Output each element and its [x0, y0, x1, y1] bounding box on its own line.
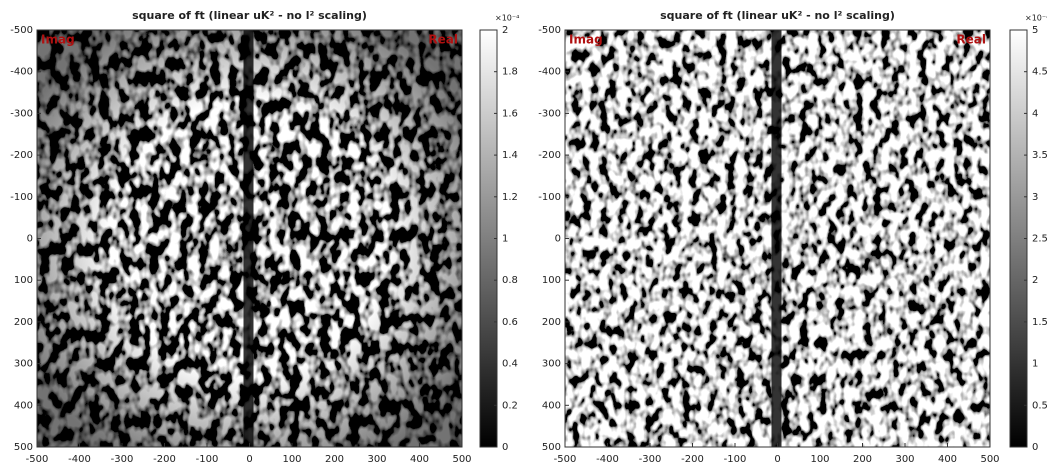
x-tick-label: 200	[325, 454, 344, 465]
colorbar-tick-label: 4.5	[1032, 67, 1047, 78]
colorbar-tick-label: 0.6	[502, 317, 518, 328]
dark-stripe	[243, 30, 254, 447]
chart-title: square of ft (linear uK² - no l² scaling…	[660, 9, 895, 22]
colorbar-tick-label: 0.4	[502, 359, 518, 370]
colorbar-tick-label: 2.5	[1032, 234, 1047, 245]
colorbar-tick-label: 0	[1032, 442, 1038, 453]
x-tick-label: 100	[810, 454, 829, 465]
annotation: Imag	[569, 33, 603, 47]
x-tick-label: 400	[410, 454, 429, 465]
x-tick-label: 300	[895, 454, 914, 465]
colorbar-tick-label: 0.5	[1032, 400, 1047, 411]
y-tick-label: 200	[14, 317, 33, 328]
y-tick-label: 500	[14, 442, 33, 453]
x-tick-label: -400	[68, 454, 91, 465]
y-tick-label: 300	[542, 359, 561, 370]
y-tick-label: 100	[542, 275, 561, 286]
x-tick-label: 0	[774, 454, 780, 465]
y-tick-label: 400	[542, 400, 561, 411]
colorbar-tick-label: 0.8	[502, 275, 518, 286]
y-tick-label: 0	[555, 234, 561, 245]
y-tick-label: 400	[14, 400, 33, 411]
colorbar-tick-label: 4	[1032, 108, 1038, 119]
x-tick-label: -300	[639, 454, 662, 465]
annotation: Real	[428, 33, 458, 47]
x-tick-label: -300	[111, 454, 134, 465]
y-tick-label: -500	[538, 25, 561, 36]
colorbar-exponent: ×10⁻⁴	[1025, 14, 1047, 23]
y-tick-label: -100	[10, 192, 33, 203]
colorbar-tick-label: 1.6	[502, 108, 518, 119]
colorbar-tick-label: 2	[502, 25, 508, 36]
colorbar-tick-label: 0	[502, 442, 508, 453]
colorbar-tick-label: 1.5	[1032, 317, 1047, 328]
x-tick-label: 500	[980, 454, 999, 465]
colorbar-tick-label: 5	[1032, 25, 1038, 36]
x-tick-label: -200	[681, 454, 704, 465]
x-tick-label: 300	[367, 454, 386, 465]
x-tick-label: 100	[282, 454, 301, 465]
colorbar-tick-label: 3	[1032, 192, 1038, 203]
dark-stripe	[771, 30, 782, 447]
x-tick-label: 0	[246, 454, 252, 465]
y-tick-label: -200	[10, 150, 33, 161]
y-tick-label: -400	[10, 67, 33, 78]
x-tick-label: -200	[153, 454, 176, 465]
y-tick-label: 300	[14, 359, 33, 370]
x-tick-label: -500	[26, 454, 49, 465]
colorbar-tick-label: 2	[1032, 275, 1038, 286]
colorbar-exponent: ×10⁻⁴	[495, 14, 519, 23]
y-tick-label: -300	[10, 108, 33, 119]
colorbar-tick-label: 1	[1032, 359, 1038, 370]
y-tick-label: -100	[538, 192, 561, 203]
y-tick-label: 500	[542, 442, 561, 453]
x-tick-label: 400	[938, 454, 957, 465]
y-tick-label: -300	[538, 108, 561, 119]
colorbar-tick-label: 1.2	[502, 192, 518, 203]
colorbar-tick-label: 3.5	[1032, 150, 1047, 161]
x-tick-label: -500	[554, 454, 577, 465]
x-tick-label: -100	[724, 454, 747, 465]
annotation: Imag	[41, 33, 75, 47]
colorbar-tick-label: 1.4	[502, 150, 518, 161]
chart-title: square of ft (linear uK² - no l² scaling…	[132, 9, 367, 22]
y-tick-label: -400	[538, 67, 561, 78]
colorbar-tick-label: 0.2	[502, 400, 518, 411]
y-tick-label: 100	[14, 275, 33, 286]
y-tick-label: 200	[542, 317, 561, 328]
x-tick-label: 200	[853, 454, 872, 465]
annotation: Real	[956, 33, 986, 47]
y-tick-label: -200	[538, 150, 561, 161]
colorbar-tick-label: 1.8	[502, 67, 518, 78]
colorbar-tick-label: 1	[502, 234, 508, 245]
x-tick-label: 500	[452, 454, 471, 465]
x-tick-label: -400	[596, 454, 619, 465]
y-tick-label: -500	[10, 25, 33, 36]
y-tick-label: 0	[27, 234, 33, 245]
x-tick-label: -100	[196, 454, 219, 465]
